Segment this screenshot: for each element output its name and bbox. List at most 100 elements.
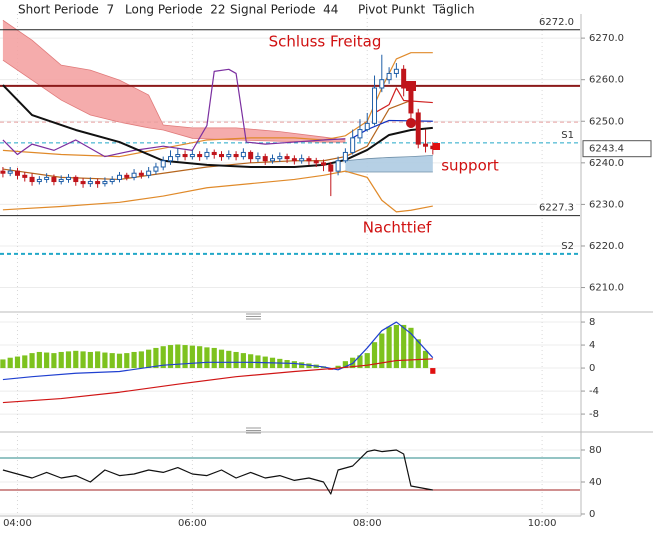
histogram-bar [182, 345, 188, 369]
histogram-bar [218, 349, 225, 369]
annotation: Schluss Freitag [269, 33, 382, 51]
marker [406, 81, 416, 91]
candle-body [73, 176, 79, 183]
histogram-bar [415, 339, 421, 369]
histogram-bar [335, 365, 341, 369]
header-item: Short Periode 7 [18, 3, 114, 17]
candle-body [80, 181, 86, 185]
candle-body [124, 174, 130, 178]
candle-body [401, 68, 407, 89]
level-label-bg [537, 201, 576, 215]
histogram-bar [124, 353, 130, 369]
level-label: 6227.3 [539, 203, 574, 214]
histogram-bar [80, 351, 86, 369]
last-price-box [582, 140, 652, 158]
y-tick-label: 40 [589, 477, 602, 488]
histogram-bar [248, 354, 254, 369]
candle-body [189, 154, 195, 158]
cloud-edge [2, 19, 346, 141]
candle-body [291, 158, 297, 162]
histogram-bar [299, 362, 305, 369]
histogram-bar [189, 345, 195, 369]
histogram-bar [401, 324, 407, 369]
histogram-bar [51, 353, 57, 369]
y-tick-label: 6260.0 [589, 75, 624, 86]
y-tick-label: -4 [589, 386, 599, 397]
y-tick-label: 6220.0 [589, 241, 624, 252]
annotation: Nachttief [363, 219, 432, 237]
x-tick-label: 10:00 [528, 518, 557, 529]
y-tick-label: 0 [589, 363, 595, 374]
histogram-bar [7, 357, 13, 369]
candle-body [87, 181, 93, 185]
histogram-bar [364, 353, 370, 369]
histogram-bar [371, 342, 378, 369]
candle-body [0, 170, 6, 174]
candle-body [299, 158, 305, 162]
candle-body [357, 129, 363, 139]
series-line [2, 449, 433, 495]
series-line [2, 68, 346, 158]
histogram-bar [22, 355, 28, 369]
candle-body [277, 156, 283, 160]
y-tick-label: -8 [589, 409, 599, 420]
histogram-bar [226, 350, 232, 369]
candle-body [160, 160, 166, 168]
y-tick-label: 6230.0 [589, 199, 624, 210]
candle-body [182, 154, 188, 158]
candle-body [95, 181, 101, 185]
candle-body [408, 87, 414, 114]
level-label: S1 [561, 130, 574, 141]
series-line [2, 321, 434, 381]
candle-body [7, 170, 13, 174]
candle-body [219, 154, 225, 158]
cloud [345, 155, 433, 172]
series-line [2, 358, 433, 404]
histogram-bar [240, 353, 246, 369]
candle-body [284, 156, 290, 160]
header-item: Pivot Punkt Täglich [358, 3, 475, 17]
candle-body [248, 151, 254, 160]
histogram-bar [109, 353, 115, 369]
y-tick-label: 6250.0 [589, 116, 624, 127]
candle-body [321, 162, 327, 166]
candle-body [211, 151, 217, 156]
candle-body [36, 178, 42, 183]
histogram-bar [58, 351, 64, 369]
candle-body [168, 156, 174, 162]
candle-body [393, 68, 399, 74]
histogram-bar [65, 351, 72, 369]
candle-body [22, 174, 28, 178]
histogram-bar [357, 355, 363, 369]
cloud-edge [2, 59, 346, 143]
y-tick-label: 8 [589, 317, 595, 328]
histogram-bar [175, 344, 181, 369]
histogram-bar [14, 356, 21, 369]
candle-body [153, 166, 159, 172]
level-label: S2 [561, 241, 574, 252]
resize-handle[interactable] [246, 313, 261, 320]
candle-body [109, 178, 115, 183]
candle-body [270, 158, 276, 162]
y-tick-label: 6270.0 [589, 33, 624, 44]
histogram-bar [160, 346, 166, 369]
series-line [2, 52, 433, 158]
series-line [2, 170, 433, 213]
candle-body [58, 178, 64, 183]
candle-body [328, 164, 334, 172]
candle-body [240, 151, 246, 158]
candle-body [233, 154, 239, 158]
resize-handle[interactable] [246, 427, 261, 434]
candle-body [364, 122, 370, 131]
histogram-bar [408, 327, 414, 369]
cloud-edge [345, 154, 433, 162]
histogram-bar [393, 324, 399, 369]
cloud [2, 20, 346, 143]
histogram-bar [233, 351, 239, 369]
candle-body [226, 154, 232, 158]
histogram-bar [29, 353, 35, 369]
candle-body [116, 174, 122, 180]
x-tick-label: 04:00 [3, 518, 32, 529]
histogram-bar [116, 353, 123, 369]
